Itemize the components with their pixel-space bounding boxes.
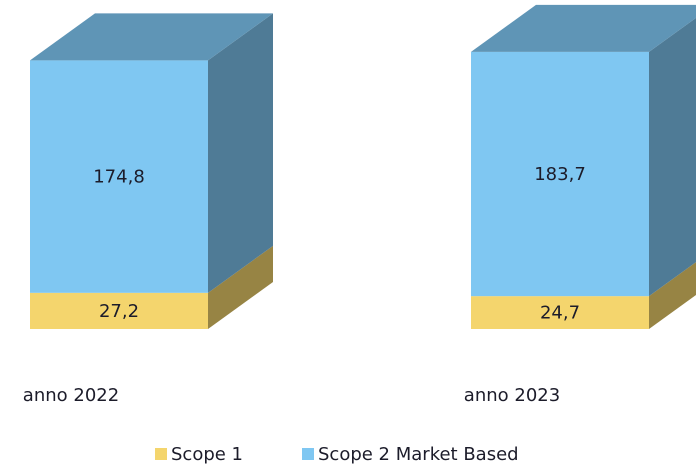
- legend-swatch: [155, 448, 167, 460]
- bar-front: [30, 60, 208, 293]
- bar-front: [471, 296, 649, 329]
- x-tick-label: anno 2023: [464, 385, 560, 406]
- bar-side: [649, 262, 696, 329]
- bar-side: [649, 17, 696, 297]
- x-tick-label: anno 2022: [23, 385, 119, 406]
- bar-front: [471, 51, 649, 297]
- value-label: 183,7: [534, 164, 586, 185]
- bar-front: [30, 292, 208, 329]
- value-label: 24,7: [540, 303, 580, 324]
- bar-top: [471, 4, 696, 52]
- bar-top: [30, 13, 273, 61]
- bar-side: [208, 245, 273, 329]
- bar-side: [208, 13, 273, 293]
- value-label: 174,8: [93, 167, 145, 188]
- value-label: 27,2: [99, 301, 139, 322]
- legend-label: Scope 2 Market Based: [318, 444, 519, 465]
- legend-swatch: [302, 448, 314, 460]
- legend-label: Scope 1: [171, 444, 243, 465]
